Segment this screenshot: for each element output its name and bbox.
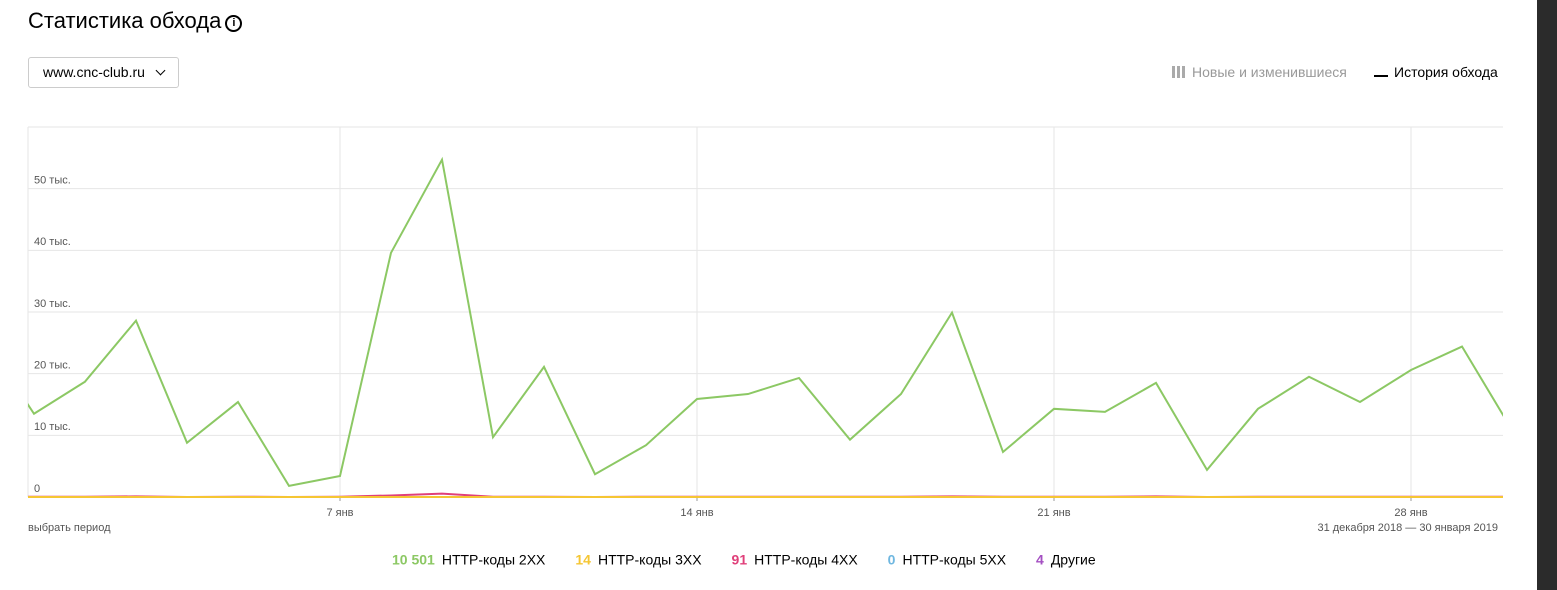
legend-label[interactable]: HTTP-коды 2XX — [442, 552, 546, 568]
legend-total[interactable]: 0 — [888, 552, 896, 568]
y-tick-label: 0 — [34, 483, 40, 495]
legend-total[interactable]: 10 501 — [392, 552, 435, 568]
series-line — [28, 156, 1503, 488]
x-tick-label: 14 янв — [680, 507, 713, 519]
y-tick-label: 30 тыс. — [34, 298, 71, 310]
legend-total[interactable]: 4 — [1036, 552, 1044, 568]
icon — [1172, 66, 1186, 78]
page-title: Статистика обхода i — [28, 8, 243, 34]
y-tick-label: 10 тыс. — [34, 421, 71, 433]
pick-period[interactable]: выбрать период — [28, 522, 111, 534]
legend-label[interactable]: HTTP-коды 5XX — [902, 552, 1006, 568]
legend-total[interactable]: 91 — [732, 552, 748, 568]
title-text: Статистика обхода — [28, 8, 222, 33]
info-icon[interactable]: i — [225, 15, 243, 32]
tab-label: Новые и изменившиеся — [1192, 64, 1347, 80]
tab-new[interactable]: Новые и изменившиеся — [1172, 64, 1347, 80]
x-tick-label: 21 янв — [1037, 507, 1070, 519]
x-tick-label: 28 янв — [1394, 507, 1427, 519]
legend-label[interactable]: Другие — [1051, 552, 1096, 568]
x-tick-label: 7 янв — [326, 507, 353, 519]
icon — [1374, 69, 1388, 77]
plot — [28, 156, 1503, 499]
y-tick-label: 50 тыс. — [34, 175, 71, 187]
period-label: 31 декабря 2018 — 30 января 2019 — [1317, 522, 1498, 534]
legend-label[interactable]: HTTP-коды 3XX — [598, 552, 702, 568]
legend-label[interactable]: HTTP-коды 4XX — [754, 552, 858, 568]
tab-history[interactable]: История обхода — [1374, 64, 1498, 80]
tab-label: История обхода — [1394, 64, 1498, 80]
y-tick-label: 40 тыс. — [34, 236, 71, 248]
sidebar — [1537, 0, 1557, 590]
legend-total[interactable]: 14 — [575, 552, 591, 568]
site-select[interactable]: www.cnc-club.ru — [28, 57, 179, 88]
y-tick-label: 20 тыс. — [34, 360, 71, 372]
